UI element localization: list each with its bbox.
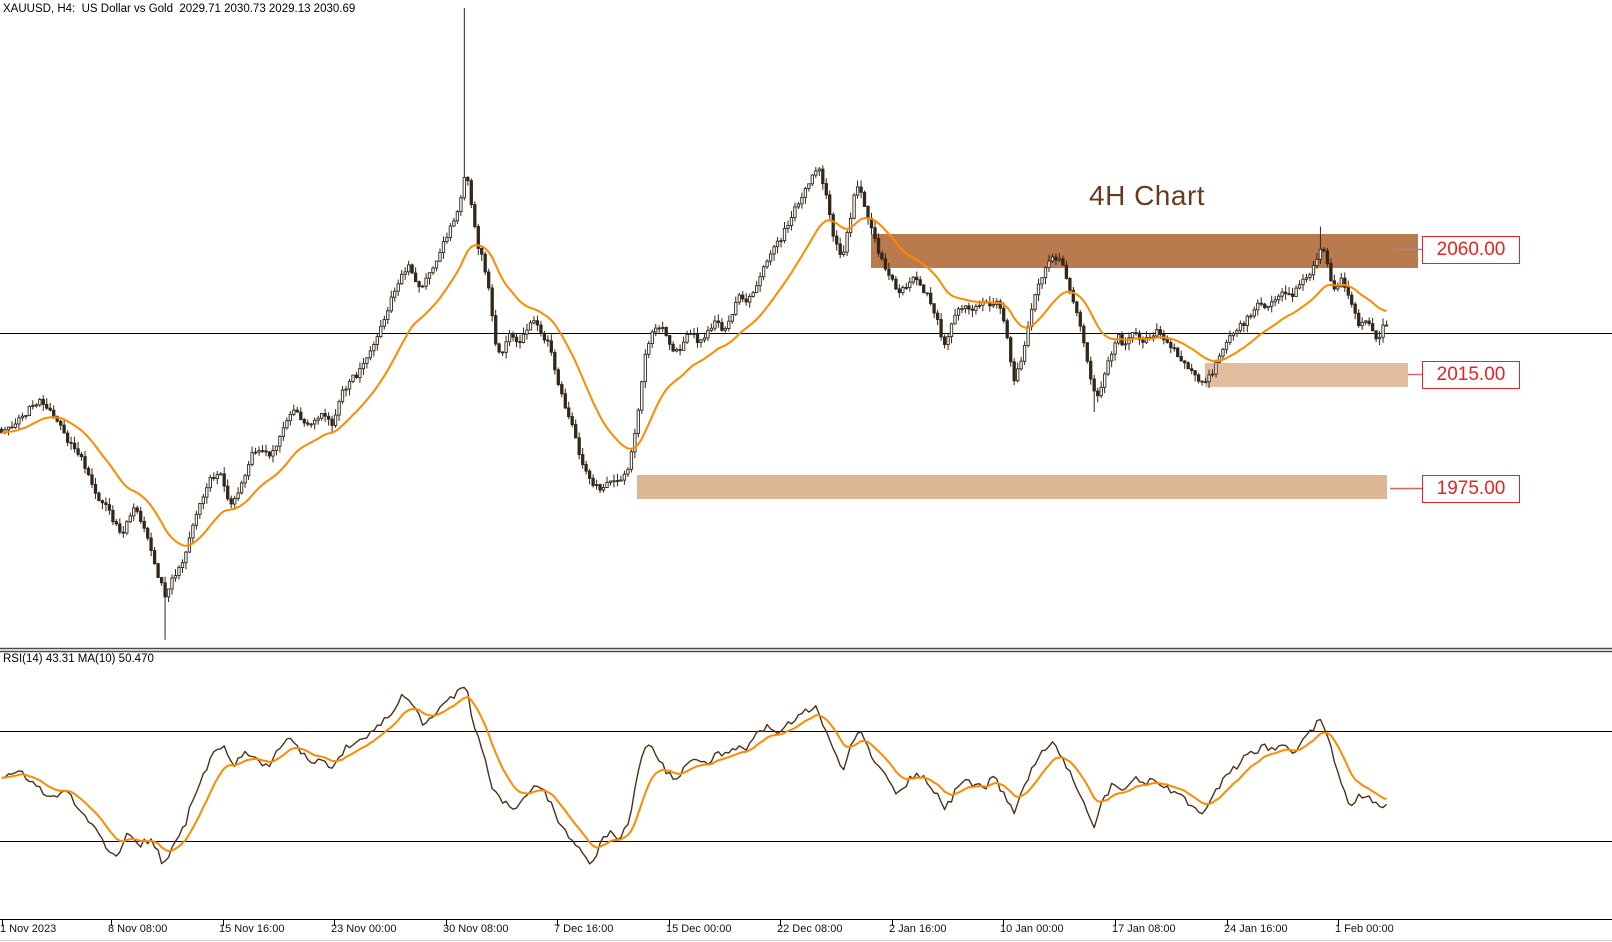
time-axis-label: 1 Nov 2023 (0, 923, 57, 935)
zone-1975[interactable] (637, 475, 1387, 499)
chart-title: XAUUSD, H4: US Dollar vs Gold 2029.71 20… (3, 3, 356, 15)
rsi-indicator-label: RSI(14) 43.31 MA(10) 50.470 (3, 653, 154, 665)
time-axis-label: 15 Dec 00:00 (666, 923, 732, 935)
time-axis-label: 24 Jan 16:00 (1224, 923, 1288, 935)
time-axis-label: 22 Dec 08:00 (777, 923, 843, 935)
window-bottom-edge (0, 940, 1612, 941)
price-tag-1975[interactable]: 1975.00 (1422, 475, 1520, 503)
price-tag-2060[interactable]: 2060.00 (1422, 236, 1520, 264)
time-axis-label: 15 Nov 16:00 (219, 923, 285, 935)
price-ma-line (1, 217, 1387, 547)
zone-2060[interactable] (871, 234, 1418, 268)
time-axis-label: 30 Nov 08:00 (443, 923, 509, 935)
time-axis-label: 10 Jan 00:00 (1000, 923, 1064, 935)
time-axis-label: 1 Feb 00:00 (1335, 923, 1394, 935)
zone-2015[interactable] (1205, 363, 1408, 387)
rsi-ma-line (1, 695, 1387, 853)
time-axis-label: 23 Nov 00:00 (331, 923, 397, 935)
annotation-4h-chart[interactable]: 4H Chart (1089, 180, 1206, 211)
time-axis-label: 7 Dec 16:00 (554, 923, 614, 935)
time-axis-label: 17 Jan 08:00 (1112, 923, 1176, 935)
candlestick-series (0, 8, 1389, 640)
time-axis-label: 8 Nov 08:00 (108, 923, 168, 935)
price-tag-2015[interactable]: 2015.00 (1422, 361, 1520, 389)
time-axis-label: 2 Jan 16:00 (889, 923, 947, 935)
rsi-line (1, 686, 1387, 865)
